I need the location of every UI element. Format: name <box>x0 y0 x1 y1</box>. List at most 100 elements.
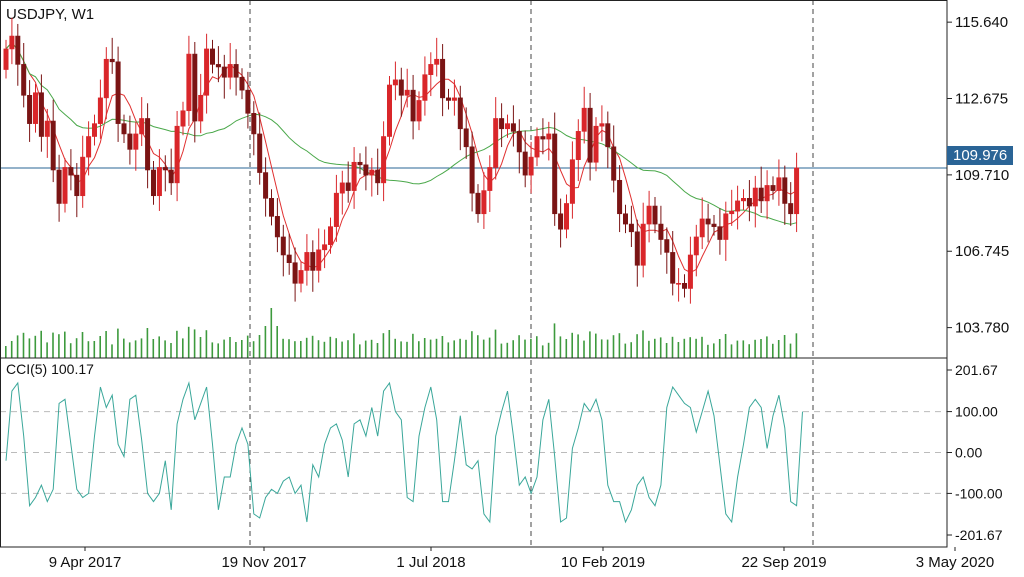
candle-body <box>729 210 735 215</box>
candle-body <box>32 92 38 124</box>
candle-body <box>109 58 115 63</box>
candle-body <box>327 226 333 245</box>
volume-bar <box>5 346 7 358</box>
volume-bar <box>707 344 709 358</box>
candle-body <box>280 236 286 256</box>
volume-bar <box>117 328 119 358</box>
candle-body <box>121 123 127 135</box>
candle-body <box>658 223 664 240</box>
candle-body <box>605 123 611 148</box>
candle-body <box>788 203 794 215</box>
candle-body <box>493 118 499 168</box>
candle-body <box>487 167 493 191</box>
volume-bar <box>689 337 691 358</box>
volume-bar <box>359 344 361 358</box>
cci-line <box>5 381 803 524</box>
y-tick-label: 109.710 <box>955 167 1009 184</box>
volume-bar <box>241 340 243 358</box>
volume-bar <box>447 342 450 358</box>
volume-bar <box>748 344 750 358</box>
volume-bar <box>128 342 131 358</box>
volume-bar <box>648 340 650 358</box>
candle-body <box>699 218 705 238</box>
volume-bar <box>217 343 219 358</box>
candle-body <box>563 203 569 230</box>
volume-bar <box>636 334 638 358</box>
candle-body <box>451 97 457 101</box>
candle-body <box>369 169 375 176</box>
candle-body <box>357 161 363 166</box>
volume-bar <box>406 341 408 358</box>
candle-body <box>687 254 693 289</box>
candle-body <box>198 94 204 122</box>
volume-bar <box>736 340 739 358</box>
candle-body <box>782 177 788 204</box>
volume-bar <box>58 334 60 358</box>
candle-body <box>546 133 552 140</box>
candle-body <box>693 236 699 256</box>
volume-bar <box>624 343 627 358</box>
candle-body <box>162 167 168 171</box>
candle-body <box>499 118 505 130</box>
chart-title: USDJPY, W1 <box>6 6 95 23</box>
y-tick-label: 112.675 <box>955 91 1008 108</box>
candle-body <box>528 156 534 176</box>
candle-body <box>133 133 139 150</box>
candle-body <box>705 218 711 225</box>
volume-bar <box>683 338 686 358</box>
volume-bar <box>105 331 107 358</box>
volume-bar <box>52 332 54 358</box>
volume-bar <box>394 338 396 358</box>
volume-bar <box>323 341 326 358</box>
volume-bar <box>229 337 231 358</box>
candle-body <box>286 254 292 264</box>
volume-bar <box>300 341 302 358</box>
cci-tick-label: 0.00 <box>955 445 982 461</box>
volume-bar <box>760 339 762 358</box>
volume-bar <box>435 338 438 358</box>
candle-body <box>180 110 186 127</box>
volume-bar <box>423 338 426 358</box>
volume-bar <box>482 339 485 358</box>
candle-body <box>204 48 210 96</box>
volume-bar <box>512 340 514 358</box>
volume-bar <box>642 330 644 358</box>
candle-body <box>746 198 752 207</box>
volume-bar <box>583 340 585 358</box>
volume-bar <box>754 339 756 358</box>
candle-body <box>115 61 121 124</box>
candle-body <box>233 64 239 78</box>
volume-bar <box>335 338 337 358</box>
candle-body <box>558 213 564 230</box>
volume-bar <box>412 333 414 358</box>
candle-body <box>274 216 280 238</box>
candle-body <box>56 169 62 204</box>
volume-bar <box>441 336 444 358</box>
volume-bar <box>618 333 621 358</box>
volume-bar <box>134 340 137 358</box>
volume-bar <box>742 340 745 358</box>
slow-moving-average-line <box>5 41 797 225</box>
x-tick-label: 1 Jul 2018 <box>396 554 465 571</box>
candle-body <box>510 123 516 132</box>
candle-body <box>410 89 416 122</box>
volume-bar <box>264 326 267 358</box>
volume-bar <box>69 343 72 358</box>
candle-body <box>581 107 587 132</box>
volume-bar <box>553 323 556 358</box>
candle-body <box>221 66 227 78</box>
volume-bar <box>223 339 225 358</box>
candle-body <box>740 198 746 202</box>
candle-body <box>776 177 782 191</box>
candle-body <box>681 283 687 289</box>
candle-body <box>239 76 245 91</box>
volume-bar <box>606 339 609 358</box>
volume-bar <box>341 341 343 358</box>
volume-bar <box>294 341 296 358</box>
volume-bar <box>701 336 703 358</box>
candle-body <box>263 172 269 199</box>
y-tick-label: 106.745 <box>955 243 1009 260</box>
candle-body <box>345 182 351 191</box>
candle-body <box>481 190 487 215</box>
candle-body <box>735 200 741 212</box>
